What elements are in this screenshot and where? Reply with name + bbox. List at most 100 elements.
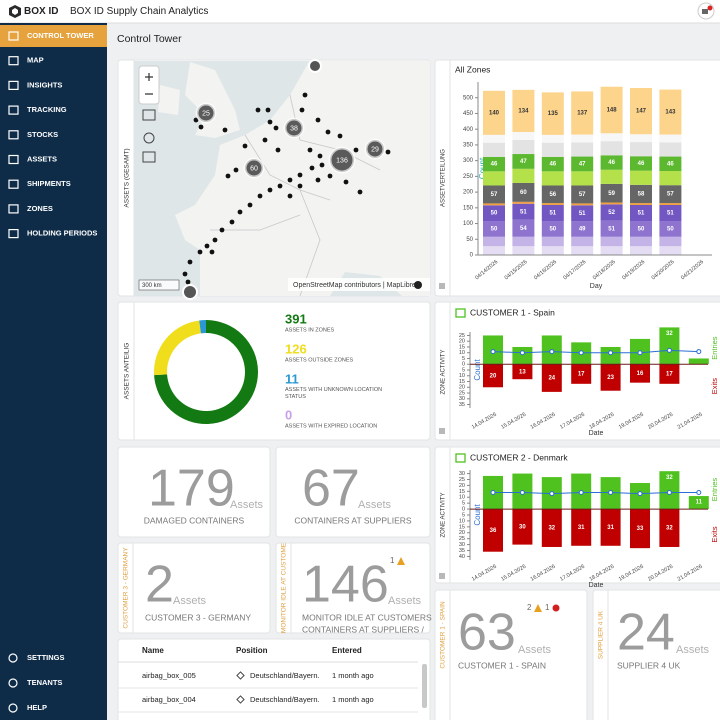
map-cluster[interactable] <box>243 157 265 179</box>
bar <box>630 509 650 549</box>
side-label: MONITOR IDLE AT CUSTOME <box>281 542 288 633</box>
map[interactable] <box>134 60 430 296</box>
map-zoom-control[interactable] <box>138 65 160 105</box>
nav-item[interactable]: HELP <box>27 703 47 712</box>
y-tick-label: 35 <box>459 548 465 554</box>
bar <box>541 221 564 237</box>
bar <box>659 203 682 205</box>
kpi-tile <box>275 542 431 634</box>
x-axis-label: Date <box>589 582 604 589</box>
line-point <box>519 490 525 495</box>
nav-item[interactable]: SHIPMENTS <box>27 179 71 188</box>
map-asset-dot <box>265 107 271 113</box>
map-asset-dot <box>317 153 323 159</box>
nav-item[interactable]: CONTROL TOWER <box>27 31 94 40</box>
bar <box>630 204 652 222</box>
map-asset-dot <box>287 177 293 183</box>
map-cluster[interactable] <box>364 138 386 160</box>
nav-item[interactable]: HOLDING PERIODS <box>27 229 97 238</box>
data-label: 31 <box>578 525 585 531</box>
nav-item[interactable]: TENANTS <box>27 678 62 687</box>
data-label: 58 <box>638 192 645 198</box>
x-axis-label: Day <box>590 283 603 290</box>
nav-icon <box>8 179 19 189</box>
map-cluster[interactable] <box>328 146 356 174</box>
bar <box>541 142 564 157</box>
donut-segment <box>154 320 201 376</box>
location-icon <box>236 695 245 704</box>
map-attribution-box <box>288 278 430 291</box>
menu-icon[interactable] <box>439 573 445 579</box>
data-label: 140 <box>489 110 500 116</box>
bar <box>483 185 505 204</box>
map-cluster[interactable] <box>195 102 217 124</box>
nav-item[interactable]: SETTINGS <box>27 653 65 662</box>
badge-count: 1 <box>390 556 395 565</box>
y-tick-label: 5 <box>462 512 465 518</box>
map-cluster <box>308 59 322 73</box>
data-label: 50 <box>491 226 498 232</box>
side-label: ZONE ACTIVITY <box>441 349 447 394</box>
user-icon[interactable] <box>697 2 715 20</box>
y-tick-label: 15 <box>459 524 465 530</box>
bar <box>600 133 623 142</box>
kpi-unit: Assets <box>676 644 710 656</box>
legend-value: 391 <box>285 311 307 326</box>
map-asset-dot <box>212 237 218 243</box>
nav-item[interactable]: TRACKING <box>27 105 67 114</box>
y-tick-label: 35 <box>459 402 465 408</box>
menu-icon[interactable] <box>439 428 445 434</box>
map-asset-dot <box>262 137 268 143</box>
data-label: 47 <box>579 162 586 168</box>
data-label: 32 <box>548 526 555 532</box>
bar <box>541 203 564 205</box>
menu-icon[interactable] <box>439 283 445 289</box>
bar <box>630 236 652 247</box>
kpi-caption: CUSTOMER 3 - GERMANY <box>145 612 251 622</box>
data-label: 52 <box>608 210 615 216</box>
bar <box>571 221 594 237</box>
nav-icon <box>8 105 19 115</box>
bar <box>630 246 652 255</box>
donut-panel <box>117 301 431 441</box>
y-tick-label: 0 <box>462 507 465 513</box>
y-tick-label: 400 <box>463 127 474 133</box>
bar <box>512 154 535 169</box>
y-tick-label: 350 <box>463 142 474 148</box>
bar <box>600 346 621 365</box>
kpi-caption: CONTAINERS AT SUPPLIERS <box>294 515 411 525</box>
y-axis-label: Count <box>473 359 482 381</box>
bar <box>512 168 535 183</box>
bar <box>659 221 682 237</box>
side-label: ASSETS ANTEILIG <box>124 343 131 400</box>
line-point <box>696 490 702 495</box>
nav-item[interactable]: ASSETS <box>27 154 57 163</box>
kpi-value: 67 <box>302 460 360 518</box>
info-icon[interactable] <box>414 281 422 289</box>
bar <box>659 89 682 135</box>
table-header: Name <box>142 646 164 655</box>
nav-item[interactable]: STOCKS <box>27 130 58 139</box>
scrollbar[interactable] <box>422 664 427 708</box>
bar <box>512 139 535 155</box>
kpi-unit: Assets <box>518 644 552 656</box>
bar <box>541 156 564 172</box>
bar <box>571 236 594 247</box>
kpi-caption: CONTAINERS AT SUPPLIERS / <box>302 624 425 634</box>
map-asset-dot <box>185 279 191 285</box>
legend-label: ASSETS IN ZONES <box>285 327 335 333</box>
nav-item[interactable]: INSIGHTS <box>27 80 62 89</box>
nav-item[interactable]: MAP <box>27 56 44 65</box>
data-label: 51 <box>579 211 586 217</box>
map-asset-dot <box>237 209 243 215</box>
nav-icon <box>8 80 19 91</box>
y-tick-label: 20 <box>459 339 465 345</box>
warning-icon <box>534 604 542 612</box>
map-tool-icons[interactable] <box>142 109 156 163</box>
map-cluster[interactable] <box>283 117 305 139</box>
y-tick-label: 500 <box>463 95 474 101</box>
nav-item[interactable]: ZONES <box>27 204 53 213</box>
data-label: 51 <box>638 211 645 217</box>
map-land <box>185 62 240 138</box>
